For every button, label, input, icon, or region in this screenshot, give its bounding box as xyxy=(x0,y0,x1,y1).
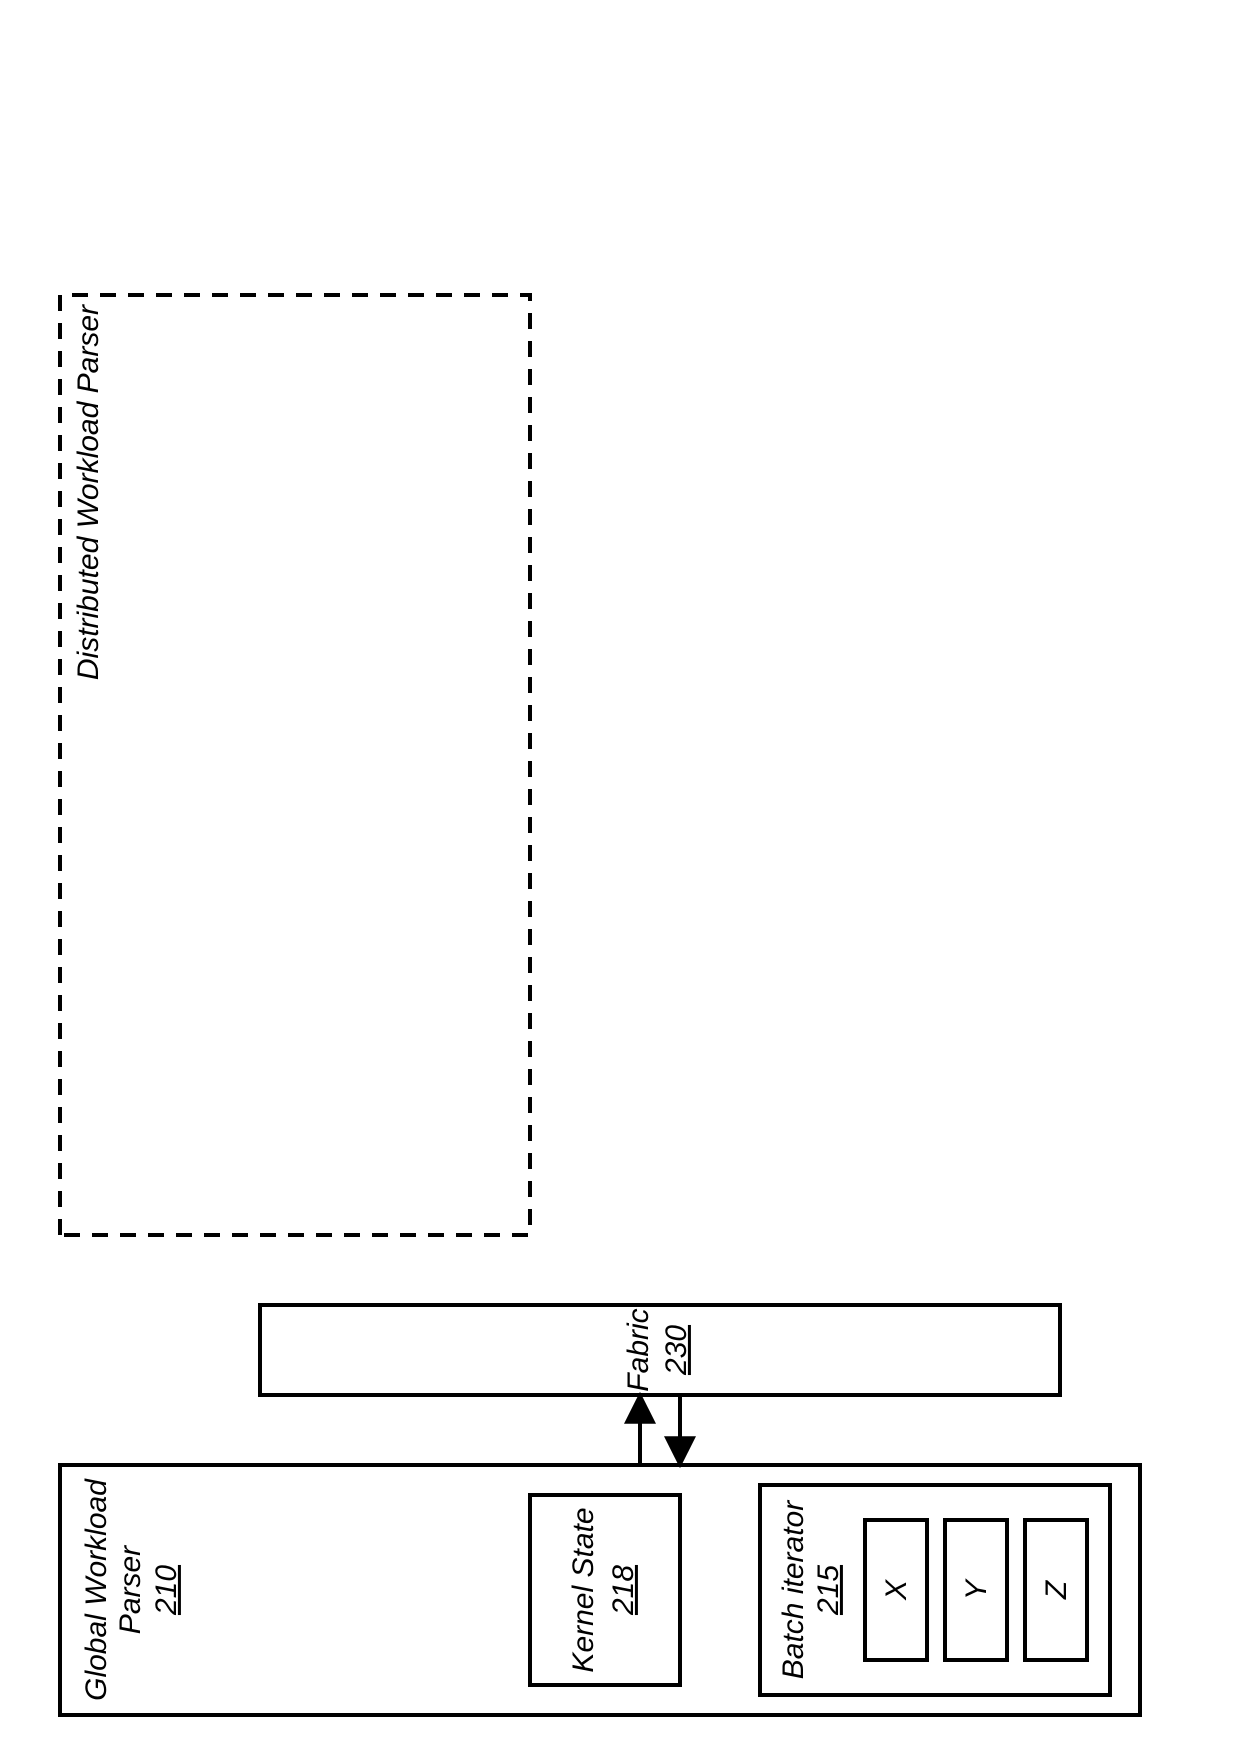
fabric-label: Fabric xyxy=(622,1308,655,1391)
global-parser-ref: 210 xyxy=(150,1565,183,1616)
dwp-box xyxy=(60,295,530,1235)
batch-iterator-215-ref: 215 xyxy=(812,1565,845,1616)
axis-label-Z: Z xyxy=(1040,1579,1073,1600)
global-parser-title1: Global Workload xyxy=(80,1478,113,1701)
kernel-state-218-ref: 218 xyxy=(607,1565,640,1616)
kernel-state-218-box xyxy=(530,1495,680,1685)
global-parser-title2: Parser xyxy=(114,1545,147,1634)
axis-label-X: X xyxy=(880,1579,913,1601)
batch-iterator-215-label: Batch iterator xyxy=(777,1500,810,1679)
kernel-state-218-label: Kernel State xyxy=(567,1507,600,1672)
axis-label-Y: Y xyxy=(960,1578,993,1600)
dwp-title: Distributed Workload Parser xyxy=(72,304,105,680)
fabric-ref: 230 xyxy=(660,1325,693,1376)
